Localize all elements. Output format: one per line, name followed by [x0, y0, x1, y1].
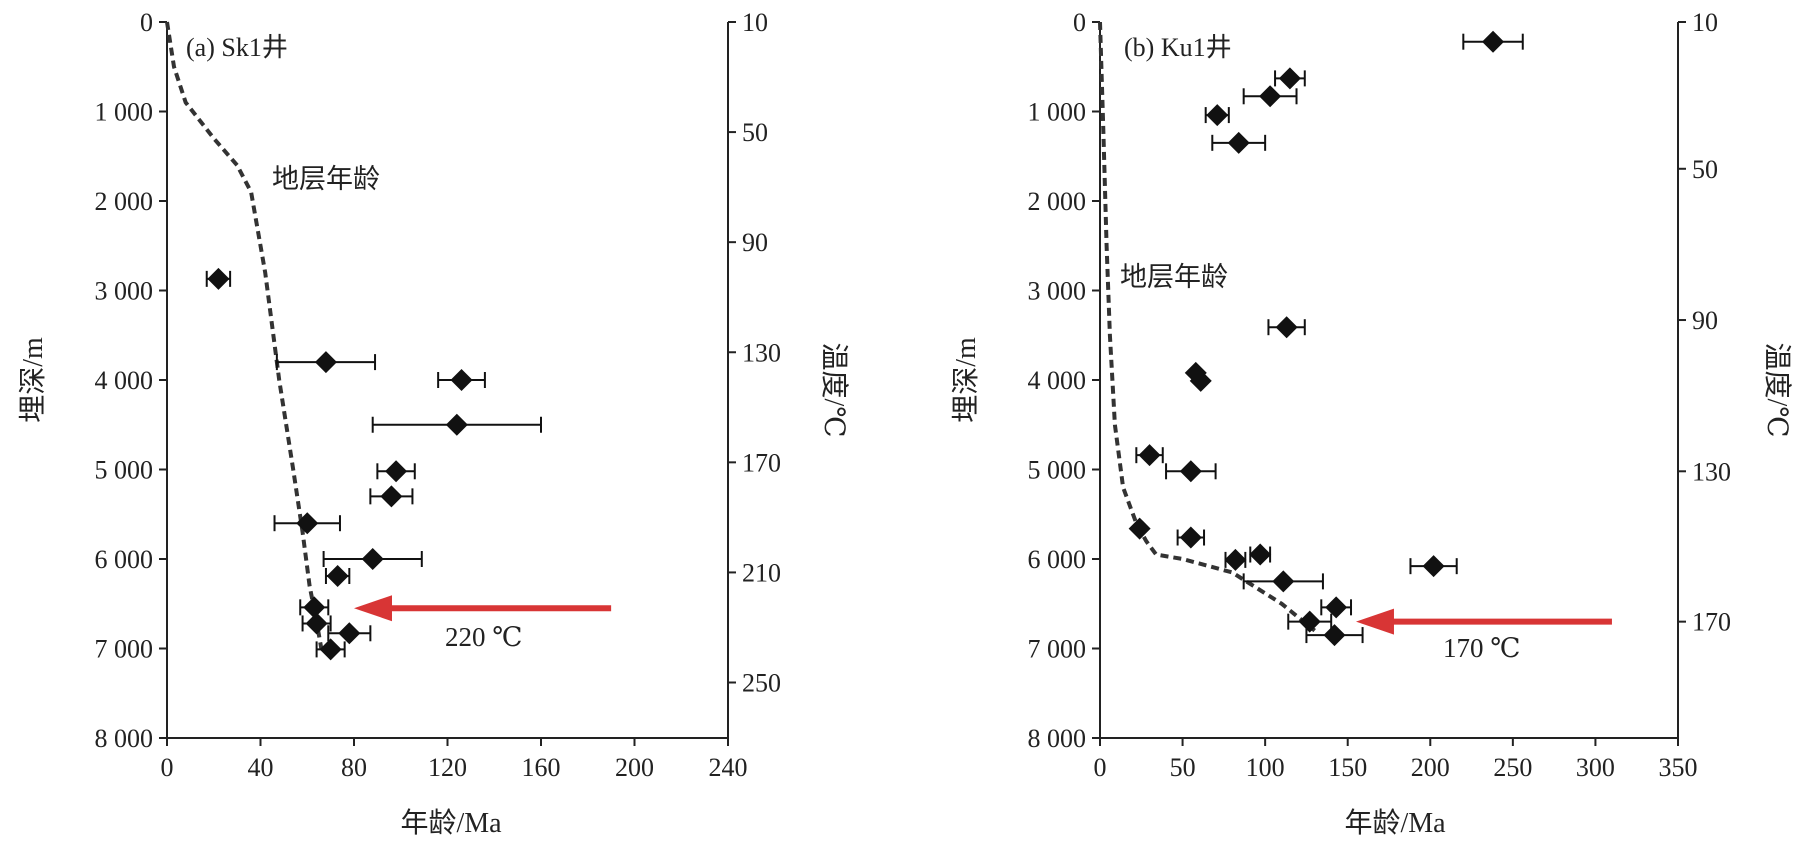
panel-b-x-tick-label: 350 — [1659, 753, 1698, 782]
panel-a-strat-age-label: 地层年龄 — [272, 164, 380, 194]
panel-b-x-tick-label: 50 — [1170, 753, 1196, 782]
panel-b-data-point — [1325, 596, 1348, 619]
panel-b-data-point — [1128, 517, 1151, 540]
panel-b-data-point — [1278, 67, 1301, 90]
panel-b-data-point — [1227, 131, 1250, 154]
panel-a-y-tick-label: 6 000 — [95, 545, 154, 574]
panel-a-data-point — [319, 638, 342, 661]
panel-b-y-tick-label: 3 000 — [1028, 277, 1087, 306]
panel-b-data-point — [1189, 369, 1212, 392]
panel-a-temp-tick-label: 50 — [742, 118, 768, 147]
panel-b-data-point — [1249, 543, 1272, 566]
panel-a-data-point — [361, 548, 384, 570]
panel-a-x-tick-label: 240 — [709, 753, 748, 782]
panel-a-y-tick-label: 3 000 — [95, 277, 154, 306]
panel-b-strat-age-curve — [1098, 21, 1316, 633]
panel-b-x-tick-label: 100 — [1246, 753, 1285, 782]
panel-a-arrow-head — [354, 595, 392, 622]
panel-a-temp-tick-label: 210 — [742, 558, 781, 587]
panel-a-ylabel: 埋深/m — [18, 337, 49, 423]
panel-b-data-point — [1482, 30, 1505, 53]
panel-b-y2label: 温度/℃ — [1761, 342, 1793, 437]
panel-a-strat-age-curve — [165, 21, 324, 649]
panel-a-y-tick-label: 1 000 — [95, 98, 154, 127]
panel-b-arrow-head — [1355, 608, 1394, 635]
panel-a-data-point — [450, 369, 473, 391]
panel-a-y-tick-label: 4 000 — [95, 366, 154, 395]
panel-a-temp-tick-label: 170 — [742, 448, 781, 477]
panel-b-data-point — [1206, 104, 1229, 127]
panel-b-y-tick-label: 4 000 — [1028, 366, 1087, 395]
panel-a-label: (a) Sk1井 — [186, 33, 288, 62]
panel-b-arrow-label: 170 ℃ — [1443, 633, 1520, 663]
panel-b-xlabel: 年龄/Ma — [1344, 807, 1446, 839]
panel-b-y-tick-label: 1 000 — [1028, 98, 1087, 127]
panel-a-data-point — [314, 351, 337, 374]
panel-a-temp-tick-label: 10 — [742, 8, 768, 37]
panel-b-y-tick-label: 5 000 — [1028, 456, 1087, 485]
panel-b-label: (b) Ku1井 — [1124, 33, 1232, 62]
panel-a-y2label: 温度/℃ — [818, 342, 850, 437]
panel-b-x-tick-label: 300 — [1576, 753, 1615, 782]
panel-b-data-point — [1298, 610, 1321, 633]
panel-a-x-tick-label: 120 — [428, 753, 467, 782]
panel-b-ylabel: 埋深/m — [951, 337, 982, 423]
panel-b-ku1: (b) Ku1井 年龄/Ma 埋深/m 温度/℃ 地层年龄 170 ℃ 0 50 1… — [951, 8, 1793, 839]
panel-b-x-tick-label: 200 — [1411, 753, 1450, 782]
panel-a-data-point — [303, 596, 326, 619]
panel-a-arrow-label: 220 ℃ — [445, 622, 522, 652]
panel-b-temp-tick-label: 130 — [1692, 457, 1731, 486]
panel-a-data-point — [326, 565, 349, 588]
panel-a-temp-tick-label: 130 — [742, 338, 781, 367]
panel-b-strat-age-label: 地层年龄 — [1120, 262, 1228, 292]
panel-b-data-point — [1179, 460, 1202, 483]
panel-b-data-point — [1422, 555, 1445, 578]
panel-b-data-point — [1323, 624, 1346, 647]
panel-a-temp-tick-label: 250 — [742, 669, 781, 698]
panel-a-sk1: (a) Sk1井 年龄/Ma 埋深/m 温度/℃ 地层年龄 220 ℃ 0 40 8… — [18, 8, 850, 839]
panel-b-data-point — [1275, 316, 1298, 339]
panel-b-y-tick-label: 7 000 — [1028, 635, 1087, 664]
panel-a-data-point — [380, 485, 403, 508]
panel-a-xlabel: 年龄/Ma — [400, 807, 502, 839]
panel-b-y-tick-label: 2 000 — [1028, 187, 1087, 216]
panel-b-y-tick-label: 8 000 — [1028, 724, 1087, 753]
panel-b-data-point — [1224, 548, 1247, 571]
panel-a-data-point — [385, 460, 408, 483]
panel-b-data-point — [1138, 444, 1161, 467]
panel-b-x-tick-label: 0 — [1094, 753, 1107, 782]
panel-a-y-tick-label: 5 000 — [95, 456, 154, 485]
panel-b-x-tick-label: 250 — [1493, 753, 1532, 782]
panel-a-data-point — [207, 267, 230, 290]
panel-a-data-point — [296, 512, 319, 535]
panel-b-y-tick-label: 6 000 — [1028, 545, 1087, 574]
panel-a-x-tick-label: 40 — [248, 753, 274, 782]
panel-a-x-tick-label: 80 — [341, 753, 367, 782]
panel-a-data-point — [305, 612, 328, 635]
panel-a-y-tick-label: 8 000 — [95, 724, 154, 753]
panel-b-temp-tick-label: 50 — [1692, 155, 1718, 184]
panel-b-y-tick-label: 0 — [1073, 8, 1086, 37]
panel-a-data-point — [445, 413, 468, 436]
panel-b-temp-tick-label: 10 — [1692, 8, 1718, 37]
panel-a-y-tick-label: 0 — [140, 8, 153, 37]
panel-b-data-point — [1272, 570, 1295, 593]
panel-a-temp-tick-label: 90 — [742, 228, 768, 257]
panel-a-x-tick-label: 0 — [161, 753, 174, 782]
panel-a-y-tick-label: 7 000 — [95, 635, 154, 664]
panel-a-x-tick-label: 160 — [522, 753, 561, 782]
panel-b-data-point — [1179, 526, 1202, 549]
panel-b-temp-tick-label: 170 — [1692, 608, 1731, 637]
panel-a-x-tick-label: 200 — [615, 753, 654, 782]
panel-b-temp-tick-label: 90 — [1692, 306, 1718, 335]
panel-b-data-point — [1259, 85, 1282, 108]
panel-a-y-tick-label: 2 000 — [95, 187, 154, 216]
panel-b-x-tick-label: 150 — [1328, 753, 1367, 782]
panel-a-data-point — [338, 622, 361, 645]
